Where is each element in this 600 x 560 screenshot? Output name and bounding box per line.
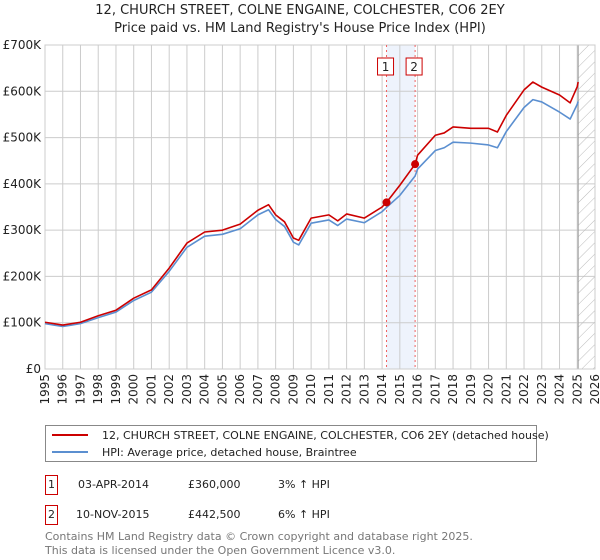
x-tick-label: 1998 (91, 374, 105, 405)
chart-title: 12, CHURCH STREET, COLNE ENGAINE, COLCHE… (95, 3, 505, 18)
footer-copyright: Contains HM Land Registry data © Crown c… (45, 530, 473, 543)
x-tick-label: 1996 (56, 374, 70, 405)
x-tick-label: 2019 (464, 374, 478, 405)
sale-point (411, 160, 420, 169)
x-tick-label: 2015 (393, 374, 407, 405)
sale-price: £360,000 (188, 478, 241, 491)
sale-date: 03-APR-2014 (78, 478, 150, 491)
y-tick-label: £500K (3, 131, 43, 145)
legend-blue-line-icon (52, 451, 88, 453)
x-tick-label: 2021 (499, 374, 513, 405)
sale-price: £442,500 (188, 508, 241, 521)
x-tick-label: 2003 (180, 374, 194, 405)
x-tick-label: 2011 (322, 374, 336, 405)
x-tick-label: 2023 (535, 374, 549, 405)
x-tick-label: 2004 (198, 374, 212, 405)
price-chart: 1995 1996 1997 1998 1999 2000 2001 2002 2003 2004… (3, 38, 600, 405)
property-price-line (44, 81, 579, 326)
x-tick-label: 2001 (144, 374, 158, 405)
legend-item-hpi: HPI: Average price, detached house, Brai… (52, 444, 357, 460)
y-tick-label: £0 (26, 362, 41, 376)
sale-label: 2 (410, 60, 418, 74)
x-tick-label: 2017 (428, 374, 442, 405)
x-tick-label: 2025 (570, 374, 584, 405)
x-tick-label: 2008 (269, 374, 283, 405)
legend-item-property: 12, CHURCH STREET, COLNE ENGAINE, COLCHE… (52, 427, 549, 443)
sale-label: 1 (382, 60, 390, 74)
x-tick-label: 2018 (446, 374, 460, 405)
sale-point (382, 198, 391, 207)
x-tick-label: 2020 (482, 374, 496, 405)
legend-label-hpi: HPI: Average price, detached house, Brai… (102, 445, 357, 459)
x-tick-label: 2024 (553, 374, 567, 405)
x-tick-label: 2022 (517, 374, 531, 405)
sale-hpi-diff: 6% ↑ HPI (278, 508, 330, 521)
x-tick-label: 2000 (127, 374, 141, 405)
x-tick-label: 1995 (38, 374, 52, 405)
x-tick-label: 2013 (357, 374, 371, 405)
y-tick-label: £200K (3, 269, 43, 283)
y-tick-label: £700K (3, 38, 43, 52)
sale-marker-badge: 2 (45, 505, 58, 525)
y-tick-label: £600K (3, 84, 43, 98)
sale-date: 10-NOV-2015 (76, 508, 150, 521)
plot-frame (44, 44, 596, 370)
y-tick-label: £100K (3, 316, 43, 330)
forecast-hatch-region (577, 44, 596, 370)
legend: 12, CHURCH STREET, COLNE ENGAINE, COLCHE… (45, 425, 549, 462)
x-tick-label: 2006 (233, 374, 247, 405)
x-tick-label: 2014 (375, 374, 389, 405)
sale-marker-badge: 1 (45, 475, 58, 495)
footer-licence: This data is licensed under the Open Gov… (45, 544, 396, 557)
x-tick-label: 2026 (588, 374, 600, 405)
x-tick-label: 1999 (109, 374, 123, 405)
x-tick-label: 2002 (162, 374, 176, 405)
sale-label-box (405, 57, 423, 76)
legend-red-line-icon (52, 434, 88, 436)
x-tick-label: 2016 (411, 374, 425, 405)
legend-label-property: 12, CHURCH STREET, COLNE ENGAINE, COLCHE… (102, 428, 549, 442)
y-tick-label: £300K (3, 223, 43, 237)
x-tick-label: 2007 (251, 374, 265, 405)
x-tick-label: 2009 (286, 374, 300, 405)
sale-label-box (377, 57, 395, 76)
x-tick-label: 2005 (215, 374, 229, 405)
x-tick-label: 2010 (304, 374, 318, 405)
y-tick-label: £400K (3, 177, 43, 191)
sale-hpi-diff: 3% ↑ HPI (278, 478, 330, 491)
hpi-line (44, 98, 579, 328)
x-tick-label: 2012 (340, 374, 354, 405)
sale-period-band (386, 45, 416, 369)
x-tick-label: 1997 (73, 374, 87, 405)
chart-subtitle: Price paid vs. HM Land Registry's House … (114, 21, 486, 36)
